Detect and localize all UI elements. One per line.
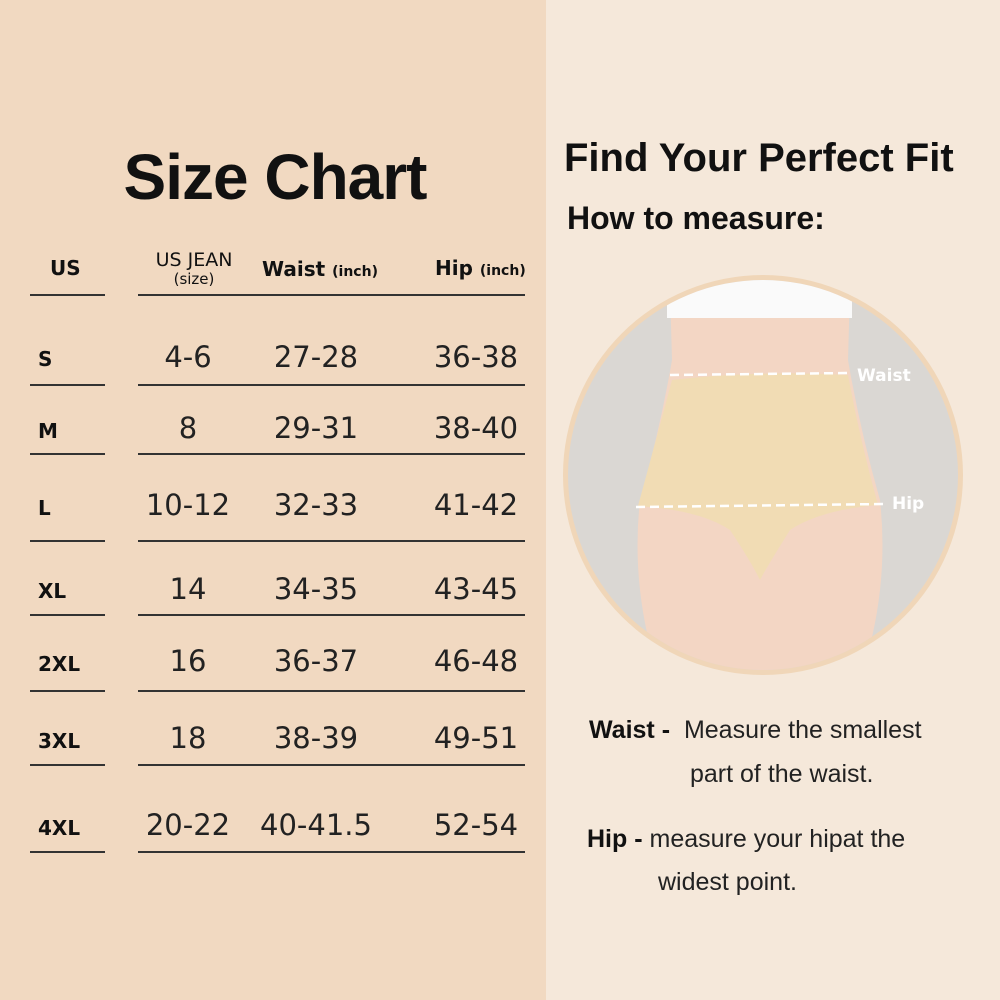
row-jean-size: 20-22 (145, 808, 231, 842)
header-us-jean-sub: (size) (173, 270, 215, 288)
waist-instruction: Waist - Measure the smallest (589, 716, 922, 745)
header-waist-unit: (inch) (332, 264, 378, 280)
row-us-size: 4XL (38, 816, 81, 840)
fit-title: Find Your Perfect Fit (564, 136, 954, 180)
waist-term: Waist - (589, 716, 671, 744)
row-waist: 36-37 (273, 644, 359, 678)
row-divider-us (30, 453, 105, 455)
row-us-size: XL (38, 579, 67, 603)
waist-desc-1: Measure the smallest (683, 716, 922, 744)
waist-desc-2: part of the waist. (690, 760, 874, 788)
row-jean-size: 4-6 (164, 340, 212, 374)
row-hip: 46-48 (433, 644, 519, 678)
header-us-jean-label: US JEAN (155, 249, 233, 271)
row-divider (138, 540, 525, 542)
row-divider (138, 764, 525, 766)
row-jean-size: 10-12 (145, 488, 231, 522)
header-divider (138, 294, 525, 296)
row-divider (138, 453, 525, 455)
briefs (638, 373, 878, 580)
size-chart-title: Size Chart (123, 141, 428, 213)
row-hip: 49-51 (433, 721, 519, 755)
row-waist: 34-35 (273, 572, 359, 606)
row-waist: 40-41.5 (260, 808, 372, 842)
row-waist: 32-33 (273, 488, 359, 522)
row-hip: 52-54 (433, 808, 519, 842)
row-divider-us (30, 540, 105, 542)
header-hip: Hip (inch) (435, 256, 526, 280)
row-divider-us (30, 764, 105, 766)
measurement-figure (563, 275, 963, 675)
row-divider-us (30, 851, 105, 853)
size-chart-panel: Size Chart US US JEAN (size) Waist (inch)… (0, 0, 546, 1000)
row-us-size: 2XL (38, 652, 81, 676)
waist-dashed-line (669, 371, 851, 377)
row-jean-size: 8 (178, 411, 198, 445)
row-us-size: M (38, 419, 58, 443)
row-us-size: S (38, 347, 53, 371)
figure-hip-label: Hip (892, 494, 925, 514)
hip-desc-1: measure your hipat the (649, 825, 906, 853)
row-divider (138, 690, 525, 692)
header-us: US (50, 256, 81, 280)
row-hip: 43-45 (433, 572, 519, 606)
figure-waist-label: Waist (857, 366, 911, 386)
row-waist: 38-39 (273, 721, 359, 755)
header-waist-label: Waist (262, 257, 326, 281)
row-us-size: 3XL (38, 729, 81, 753)
row-hip: 36-38 (433, 340, 519, 374)
row-divider (138, 614, 525, 616)
header-hip-unit: (inch) (479, 263, 526, 279)
header-divider-us (30, 294, 105, 296)
row-us-size: L (38, 496, 51, 520)
row-jean-size: 18 (169, 721, 207, 755)
row-hip: 38-40 (433, 411, 519, 445)
row-waist: 27-28 (273, 340, 359, 374)
row-divider (138, 384, 525, 386)
hip-term: Hip - (587, 825, 643, 853)
row-hip: 41-42 (433, 488, 519, 522)
row-divider (138, 851, 525, 853)
header-us-jean: US JEAN (size) (150, 249, 238, 289)
row-jean-size: 14 (169, 572, 207, 606)
row-divider-us (30, 384, 105, 386)
hip-desc-2: widest point. (658, 868, 797, 896)
row-waist: 29-31 (273, 411, 359, 445)
row-divider-us (30, 614, 105, 616)
header-waist: Waist (inch) (262, 257, 378, 281)
row-jean-size: 16 (169, 644, 207, 678)
how-to-measure-heading: How to measure: (567, 200, 825, 236)
header-hip-label: Hip (435, 256, 473, 280)
row-divider-us (30, 690, 105, 692)
hip-instruction: Hip - measure your hipat the (587, 825, 905, 854)
